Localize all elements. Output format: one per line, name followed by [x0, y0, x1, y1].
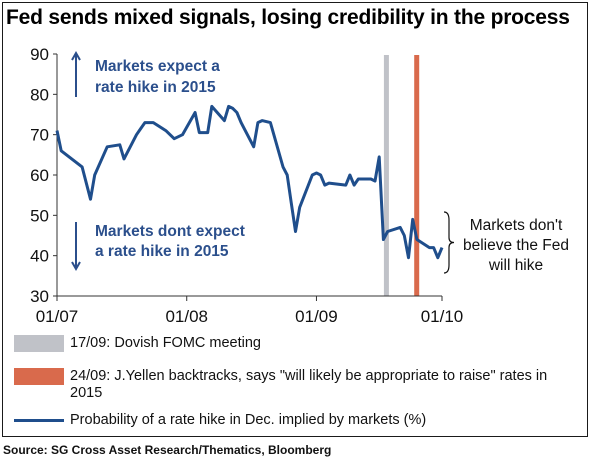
y-tick-label: 40	[30, 247, 49, 266]
lower-annotation-text: a rate hike in 2015	[95, 243, 229, 260]
right-annotation-text: Markets don't	[470, 217, 563, 234]
down-arrow-icon-head	[71, 261, 81, 272]
legend-marker-swatch	[14, 335, 64, 352]
x-tick-label: 01/07	[36, 307, 79, 326]
fomc-marker-line	[383, 55, 389, 296]
upper-annotation-text: Markets expect a	[95, 58, 220, 75]
x-tick-label: 01/09	[295, 307, 338, 326]
chart-title: Fed sends mixed signals, losing credibil…	[6, 6, 570, 29]
legend-label: 17/09: Dovish FOMC meeting	[70, 335, 261, 351]
down-arrow-icon	[71, 222, 81, 272]
right-annotation-text: believe the Fed	[463, 237, 569, 254]
y-tick-label: 90	[30, 45, 49, 64]
legend-marker-swatch	[14, 368, 64, 385]
chart-area: 30 40 50 60 70 80 90 01/07 01/08 01/09 01/10 Marke…	[30, 45, 569, 326]
source-note: Source: SG Cross Asset Research/Thematic…	[3, 443, 332, 457]
up-arrow-icon	[71, 50, 81, 97]
probability-series-line	[55, 104, 444, 260]
x-tick-label: 01/08	[165, 307, 208, 326]
legend-label: Probability of a rate hike in Dec. impli…	[70, 412, 427, 428]
up-arrow-icon-head	[71, 50, 81, 61]
right-annotation-text: will hike	[488, 257, 543, 274]
upper-annotation-text: rate hike in 2015	[95, 79, 216, 96]
right-brace	[443, 211, 455, 274]
yellen-marker-line	[414, 55, 420, 296]
x-tick-label: 01/10	[421, 307, 464, 326]
y-tick-label: 60	[30, 166, 49, 185]
legend-line-swatch	[14, 419, 64, 422]
y-tick-label: 50	[30, 206, 49, 225]
legend-label: 24/09: J.Yellen backtracks, says "will l…	[70, 368, 548, 401]
lower-annotation-text: Markets dont expect	[95, 223, 245, 240]
y-tick-label: 80	[30, 85, 49, 104]
y-tick-label: 70	[30, 126, 49, 145]
y-tick-label: 30	[30, 287, 49, 306]
chart-frame	[2, 2, 588, 437]
